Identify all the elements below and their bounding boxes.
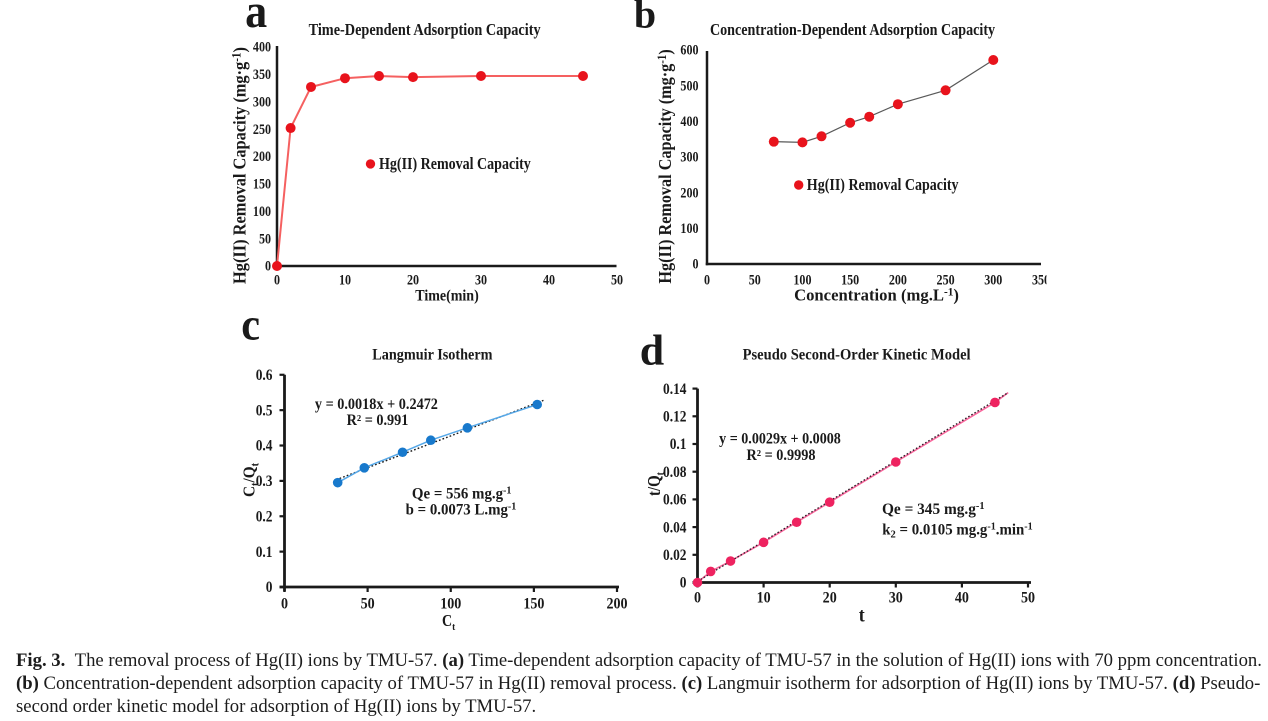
svg-text:t/Qt: t/Qt (645, 472, 667, 496)
svg-text:y = 0.0018x + 0.2472: y = 0.0018x + 0.2472 (315, 397, 438, 414)
svg-text:Hg(II) Removal Capacity: Hg(II) Removal Capacity (807, 176, 959, 194)
svg-text:50: 50 (749, 272, 761, 288)
svg-text:300: 300 (984, 272, 1002, 288)
svg-text:20: 20 (407, 272, 419, 288)
svg-text:0.6: 0.6 (256, 367, 273, 384)
svg-text:0: 0 (274, 272, 280, 288)
svg-text:0.08: 0.08 (663, 464, 686, 481)
svg-text:b = 0.0073 L.mg-1: b = 0.0073 L.mg-1 (406, 501, 517, 518)
svg-text:100: 100 (680, 220, 698, 236)
svg-text:0: 0 (694, 590, 701, 607)
svg-text:Hg(II) Removal Capacity: Hg(II) Removal Capacity (379, 155, 531, 173)
svg-text:0.04: 0.04 (663, 519, 687, 536)
svg-text:40: 40 (955, 590, 969, 607)
svg-text:t: t (859, 605, 866, 627)
svg-text:Qe = 345 mg.g-1: Qe = 345 mg.g-1 (882, 501, 985, 518)
svg-text:0.1: 0.1 (256, 544, 273, 561)
svg-text:100: 100 (440, 596, 461, 613)
svg-text:k2 = 0.0105 mg.g-1.min-1: k2 = 0.0105 mg.g-1.min-1 (882, 521, 1032, 540)
svg-text:Ct: Ct (442, 612, 456, 633)
svg-text:250: 250 (253, 121, 271, 137)
svg-text:d: d (640, 327, 664, 375)
svg-text:Time(min): Time(min) (415, 287, 479, 305)
svg-text:200: 200 (889, 272, 907, 288)
svg-text:10: 10 (339, 272, 351, 288)
svg-text:500: 500 (680, 77, 698, 93)
svg-text:350: 350 (253, 66, 271, 82)
svg-text:200: 200 (680, 184, 698, 200)
svg-text:10: 10 (757, 590, 771, 607)
svg-text:a: a (245, 0, 267, 38)
svg-text:300: 300 (680, 149, 698, 165)
svg-text:200: 200 (253, 148, 271, 164)
svg-text:400: 400 (253, 39, 271, 55)
svg-text:250: 250 (937, 272, 955, 288)
svg-text:0: 0 (680, 575, 687, 592)
svg-text:0.06: 0.06 (663, 492, 686, 509)
svg-text:0.02: 0.02 (663, 547, 686, 564)
svg-text:0: 0 (266, 579, 273, 596)
svg-text:150: 150 (841, 272, 859, 288)
svg-text:0: 0 (692, 256, 698, 272)
svg-text:100: 100 (253, 203, 271, 219)
svg-text:400: 400 (680, 113, 698, 129)
svg-text:0.1: 0.1 (670, 436, 687, 453)
svg-text:y = 0.0029x + 0.0008: y = 0.0029x + 0.0008 (719, 431, 841, 448)
svg-text:30: 30 (475, 272, 487, 288)
svg-text:Concentration-Dependent Adsorp: Concentration-Dependent Adsorption Capac… (710, 21, 995, 39)
svg-text:350: 350 (1032, 272, 1050, 288)
svg-text:200: 200 (606, 596, 627, 613)
svg-text:50: 50 (259, 230, 271, 246)
svg-text:R² = 0.9998: R² = 0.9998 (747, 448, 816, 465)
svg-text:0.3: 0.3 (256, 473, 273, 490)
svg-text:30: 30 (889, 590, 903, 607)
svg-text:600: 600 (680, 42, 698, 58)
svg-text:50: 50 (611, 272, 623, 288)
svg-text:b: b (634, 0, 656, 37)
svg-text:Time-Dependent Adsorption Capa: Time-Dependent Adsorption Capacity (309, 21, 541, 39)
svg-text:0.14: 0.14 (663, 381, 687, 398)
svg-text:0.4: 0.4 (256, 438, 273, 455)
svg-text:c: c (241, 299, 260, 350)
svg-text:Pseudo Second-Order Kinetic Mo: Pseudo Second-Order Kinetic Model (743, 346, 971, 364)
svg-text:Langmuir Isotherm: Langmuir Isotherm (372, 347, 493, 364)
svg-text:100: 100 (793, 272, 811, 288)
svg-text:Concentration (mg.L-1): Concentration (mg.L-1) (794, 285, 959, 304)
svg-text:Hg(II) Removal Capacity (mg·g-: Hg(II) Removal Capacity (mg·g-1) (230, 47, 250, 284)
svg-text:0: 0 (281, 596, 288, 613)
svg-text:Hg(II) Removal Capacity (mg·g-: Hg(II) Removal Capacity (mg·g-1) (655, 49, 675, 283)
svg-text:300: 300 (253, 94, 271, 110)
svg-text:150: 150 (253, 176, 271, 192)
svg-text:0.12: 0.12 (663, 409, 686, 426)
svg-text:50: 50 (1021, 590, 1035, 607)
svg-text:40: 40 (543, 272, 555, 288)
svg-text:0.2: 0.2 (256, 509, 273, 526)
svg-text:Qe = 556 mg.g-1: Qe = 556 mg.g-1 (412, 485, 512, 502)
svg-text:20: 20 (823, 590, 837, 607)
svg-text:0.5: 0.5 (256, 402, 273, 419)
svg-text:R² = 0.991: R² = 0.991 (347, 412, 409, 429)
svg-text:Ct/Qt: Ct/Qt (241, 463, 262, 497)
svg-text:50: 50 (361, 596, 375, 613)
svg-text:0: 0 (265, 258, 271, 274)
svg-text:150: 150 (523, 596, 544, 613)
svg-text:0: 0 (704, 272, 710, 288)
